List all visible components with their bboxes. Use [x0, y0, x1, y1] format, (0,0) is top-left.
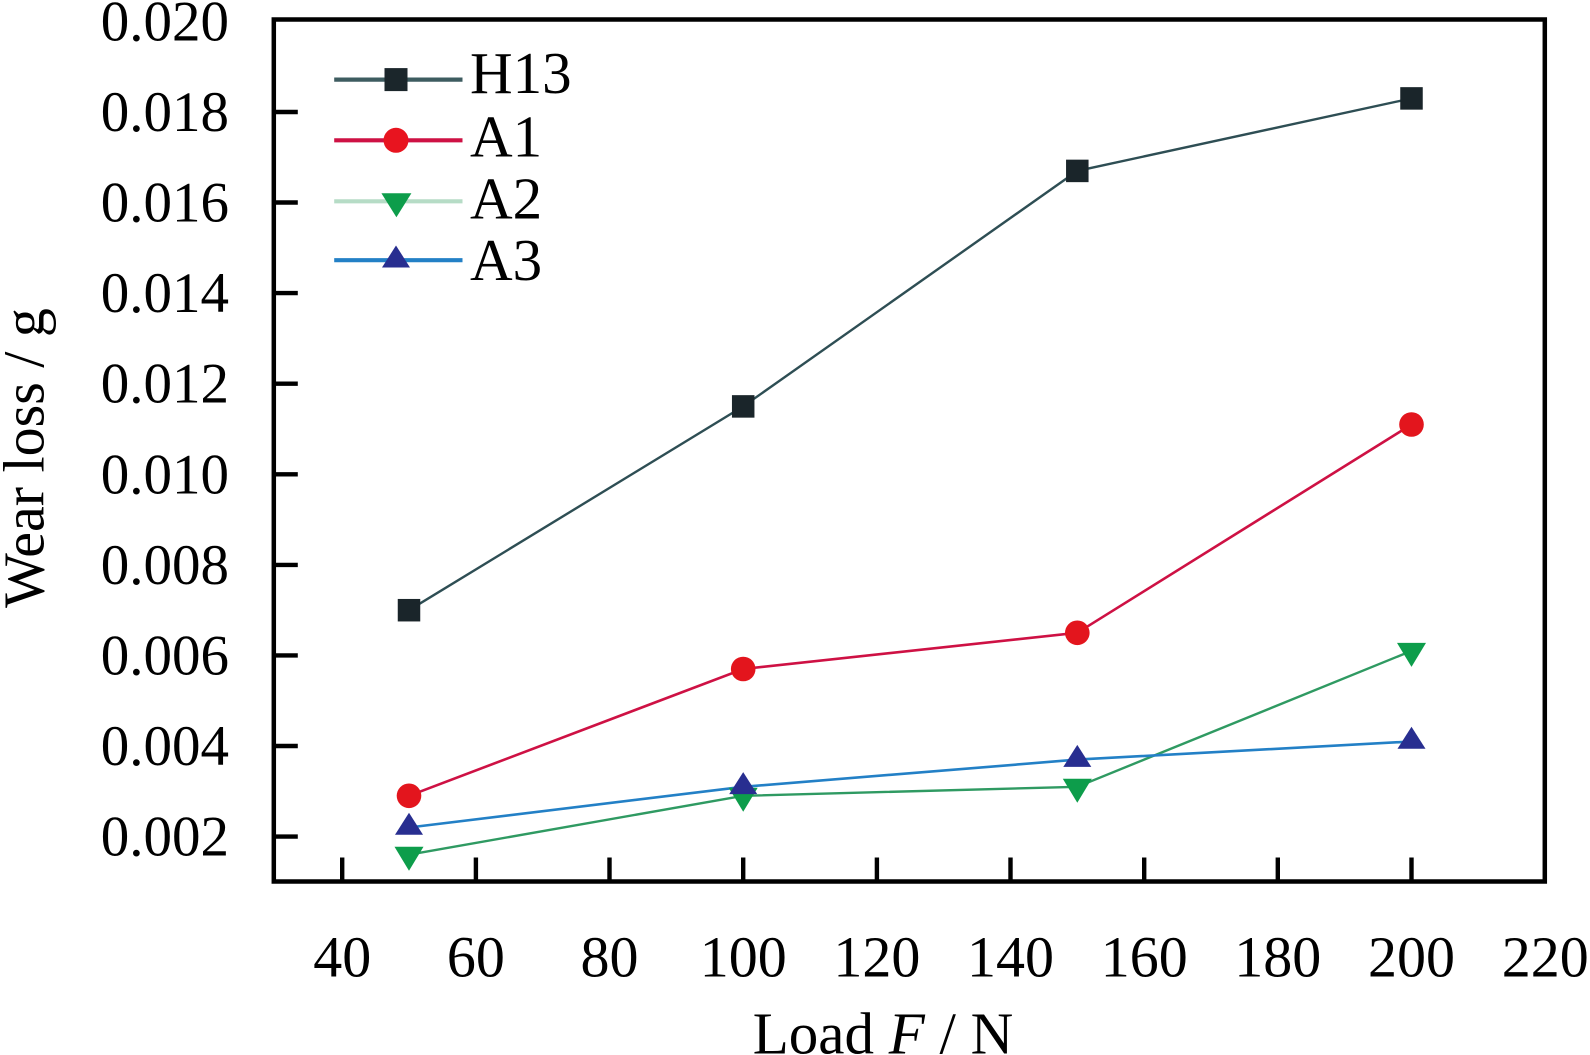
- svg-text:140: 140: [967, 925, 1054, 990]
- svg-text:160: 160: [1101, 925, 1188, 990]
- svg-text:0.016: 0.016: [101, 172, 229, 235]
- svg-text:0.012: 0.012: [101, 353, 229, 416]
- svg-text:80: 80: [581, 925, 639, 990]
- svg-text:0.010: 0.010: [101, 443, 229, 506]
- svg-text:0.014: 0.014: [101, 262, 229, 325]
- svg-text:A3: A3: [470, 227, 542, 293]
- svg-text:200: 200: [1368, 925, 1455, 990]
- svg-text:A2: A2: [470, 166, 542, 232]
- svg-text:0.002: 0.002: [101, 806, 229, 869]
- svg-text:120: 120: [833, 925, 920, 990]
- svg-text:A1: A1: [470, 104, 542, 170]
- svg-text:100: 100: [700, 925, 787, 990]
- svg-text:0.006: 0.006: [101, 624, 229, 687]
- svg-text:0.020: 0.020: [101, 0, 229, 53]
- svg-text:H13: H13: [470, 40, 572, 106]
- svg-text:0.004: 0.004: [101, 715, 229, 778]
- svg-text:40: 40: [313, 925, 371, 990]
- svg-text:Wear loss / g: Wear loss / g: [0, 308, 57, 608]
- svg-text:0.018: 0.018: [101, 81, 229, 144]
- svg-text:180: 180: [1234, 925, 1321, 990]
- svg-text:Load F / N: Load F / N: [753, 1001, 1014, 1055]
- svg-text:220: 220: [1502, 925, 1589, 990]
- svg-text:60: 60: [447, 925, 505, 990]
- svg-text:0.008: 0.008: [101, 534, 229, 597]
